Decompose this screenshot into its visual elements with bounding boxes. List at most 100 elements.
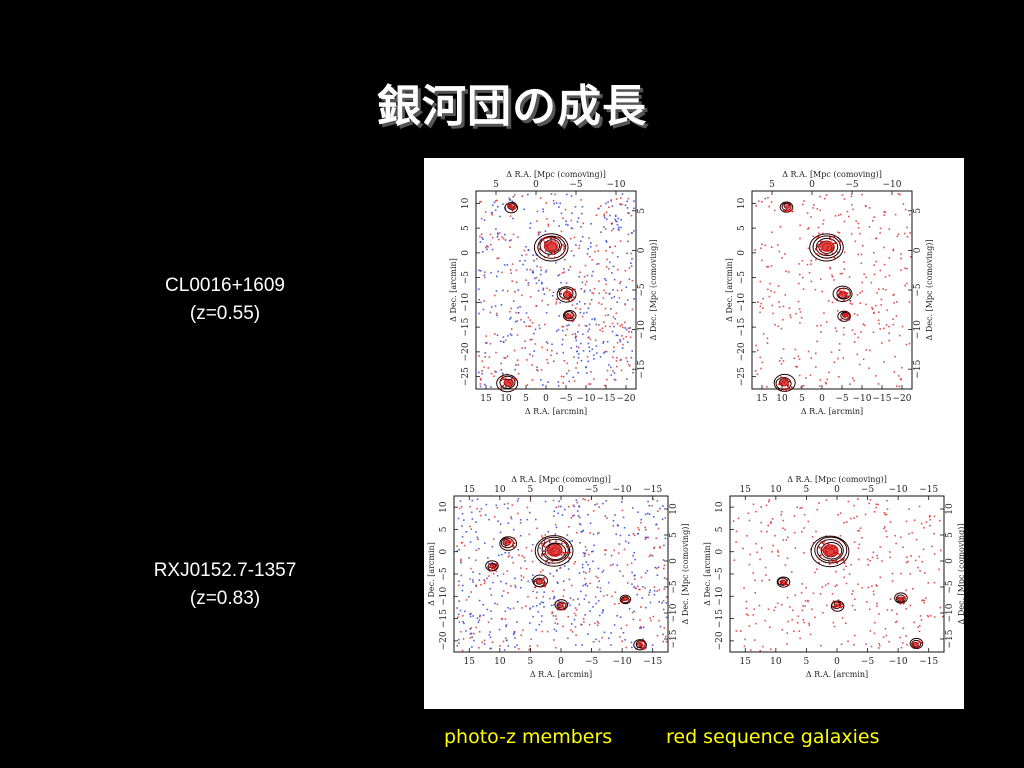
left-tick-label: −15: [715, 609, 725, 628]
bottom-tick-label: −5: [835, 394, 849, 404]
right-axis-title: Δ Dec. [Mpc (comoving)]: [649, 240, 658, 341]
top-axis-title: Δ R.A. [Mpc (comoving)]: [511, 475, 611, 484]
right-tick-label: −15: [637, 359, 647, 378]
bottom-tick-label: −10: [889, 657, 908, 667]
left-tick-label: 10: [439, 501, 449, 513]
top-tick-label: 5: [528, 485, 534, 495]
right-tick-label: −10: [669, 603, 679, 622]
top-tick-label: 0: [834, 485, 840, 495]
top-tick-label: −10: [607, 180, 626, 190]
top-tick-label: 0: [809, 180, 815, 190]
top-tick-label: −5: [861, 485, 875, 495]
right-tick-label: 5: [945, 532, 955, 538]
right-tick-label: 5: [669, 532, 679, 538]
bottom-axis-title: Δ R.A. [arcmin]: [530, 670, 592, 679]
bottom-tick-label: 5: [804, 657, 810, 667]
right-tick-label: 0: [637, 247, 647, 253]
bottom-axis-title: Δ R.A. [arcmin]: [806, 670, 868, 679]
bottom-tick-label: −15: [873, 394, 892, 404]
top-tick-label: 5: [493, 180, 499, 190]
left-tick-label: −10: [715, 587, 725, 606]
bottom-tick-label: −20: [893, 394, 912, 404]
right-tick-label: 5: [637, 208, 647, 214]
bottom-tick-label: −15: [919, 657, 938, 667]
left-tick-label: −25: [737, 367, 747, 386]
right-axis-title: Δ Dec. [Mpc (comoving)]: [957, 524, 964, 625]
right-tick-label: −5: [913, 283, 923, 297]
left-tick-label: 0: [439, 549, 449, 555]
left-tick-label: −20: [461, 342, 471, 361]
bottom-tick-label: −10: [853, 394, 872, 404]
left-tick-label: −5: [715, 567, 725, 581]
left-tick-label: −10: [439, 587, 449, 606]
left-tick-label: 0: [715, 549, 725, 555]
left-tick-label: −5: [737, 271, 747, 285]
left-tick-label: −15: [461, 317, 471, 336]
top-tick-label: −15: [919, 485, 938, 495]
cluster-density-maps-figure: 5 0 −5 −10 15 10 5 0 −5 −10 −15 −20 10 5 0 −5 −10 −15 −20−…: [424, 158, 964, 709]
right-tick-label: −5: [637, 283, 647, 297]
left-tick-label: 5: [439, 526, 449, 532]
left-tick-label: 10: [715, 501, 725, 513]
left-tick-label: −25: [461, 367, 471, 386]
right-tick-label: −5: [669, 580, 679, 594]
cluster-name: CL0016+1609: [165, 275, 285, 296]
right-tick-label: 10: [945, 503, 955, 515]
bottom-tick-label: −5: [559, 394, 573, 404]
bottom-tick-label: 15: [740, 657, 752, 667]
bottom-tick-label: 10: [500, 394, 512, 404]
bottom-tick-label: 10: [494, 657, 506, 667]
bottom-tick-label: 5: [523, 394, 529, 404]
top-tick-label: −10: [883, 180, 902, 190]
bottom-tick-label: 0: [558, 657, 564, 667]
bottom-tick-label: 15: [464, 657, 476, 667]
cluster-name: RXJ0152.7-1357: [153, 560, 297, 581]
right-tick-label: −10: [637, 320, 647, 339]
left-tick-label: −15: [439, 609, 449, 628]
top-tick-label: −10: [889, 485, 908, 495]
right-tick-label: −5: [945, 580, 955, 594]
top-tick-label: 15: [740, 485, 752, 495]
bottom-tick-label: −5: [585, 657, 599, 667]
right-tick-label: −15: [913, 359, 923, 378]
left-tick-label: 0: [461, 250, 471, 256]
cluster-label-rxj0152: RXJ0152.7-1357 (z=0.83): [85, 557, 365, 613]
left-tick-label: −20: [715, 631, 725, 650]
cluster-redshift: (z=0.55): [189, 303, 261, 324]
top-tick-label: 5: [769, 180, 775, 190]
right-tick-label: 0: [669, 558, 679, 564]
left-tick-label: 5: [715, 526, 725, 532]
left-tick-label: 10: [737, 197, 747, 209]
top-tick-label: 5: [804, 485, 810, 495]
left-axis-title: Δ Dec. [arcmin]: [427, 542, 436, 606]
top-tick-label: 0: [533, 180, 539, 190]
right-tick-label: −10: [945, 603, 955, 622]
right-tick-label: −15: [669, 629, 679, 648]
top-tick-label: −5: [585, 485, 599, 495]
bottom-tick-label: 5: [528, 657, 534, 667]
top-tick-label: −10: [613, 485, 632, 495]
bottom-tick-label: −5: [861, 657, 875, 667]
top-axis-title: Δ R.A. [Mpc (comoving)]: [506, 170, 606, 179]
left-tick-label: −10: [737, 293, 747, 312]
bottom-tick-label: 15: [756, 394, 768, 404]
cluster-label-cl0016: CL0016+1609 (z=0.55): [85, 272, 365, 328]
right-tick-label: 0: [913, 247, 923, 253]
top-tick-label: −5: [569, 180, 583, 190]
left-axis-title: Δ Dec. [arcmin]: [449, 258, 458, 322]
right-axis-title: Δ Dec. [Mpc (comoving)]: [925, 240, 934, 341]
slide-title: 銀河団の成長: [377, 81, 647, 132]
bottom-tick-label: −15: [643, 657, 662, 667]
left-tick-label: −5: [461, 271, 471, 285]
panel-rxj0152-photoz: 15 10 5 0 −5 −10 −15 15 10 5 0 −5 −10 −15 10 5 0 −5 −10 −15…: [427, 475, 690, 679]
bottom-tick-label: 5: [799, 394, 805, 404]
bottom-tick-label: −10: [577, 394, 596, 404]
right-tick-label: 0: [945, 558, 955, 564]
top-axis-title: Δ R.A. [Mpc (comoving)]: [787, 475, 887, 484]
left-tick-label: 0: [737, 250, 747, 256]
left-tick-label: −15: [737, 317, 747, 336]
right-axis-title: Δ Dec. [Mpc (comoving)]: [681, 524, 690, 625]
left-tick-label: −5: [439, 567, 449, 581]
